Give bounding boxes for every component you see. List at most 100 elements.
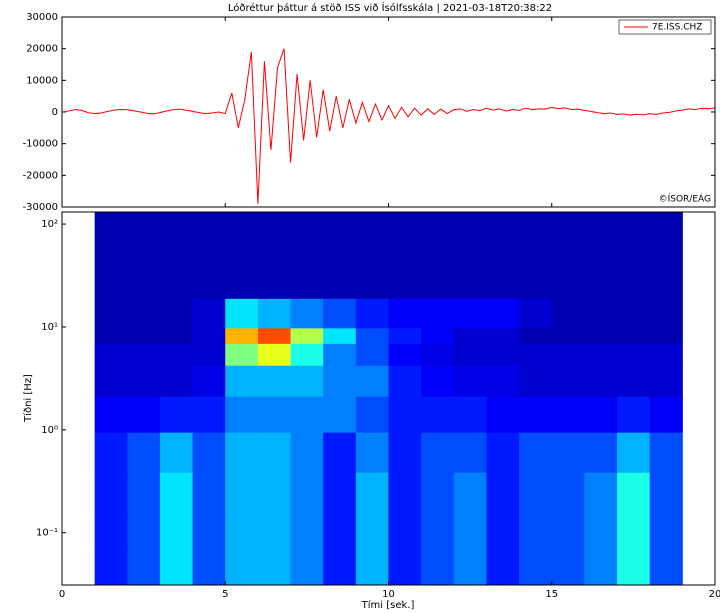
x-tick-label: 15 [545,589,558,600]
heatmap-cell [551,298,585,329]
heatmap-cell [649,327,683,344]
heatmap-cell [519,298,553,329]
heatmap-cell [94,472,128,513]
heatmap-cell [355,472,389,513]
heatmap-cell [617,512,651,549]
y-tick-label: 10² [41,219,58,230]
heatmap-cell [617,212,651,257]
heatmap-cell [94,298,128,329]
heatmap-cell [159,396,194,433]
heatmap-cell [159,512,194,549]
y-tick-label: 10000 [26,75,58,86]
heatmap-cell [127,255,161,299]
heatmap-cell [649,432,683,473]
heatmap-cell [192,548,226,585]
heatmap-cell [355,365,389,397]
heatmap-cell [486,472,520,513]
heatmap-cell [355,512,389,549]
heatmap-cell [453,396,487,433]
heatmap-cell [453,255,487,299]
heatmap-cell [355,255,389,299]
heatmap-cell [127,212,161,257]
heatmap-cell [617,365,651,397]
heatmap-cell [519,512,553,549]
heatmap-cell [94,343,128,366]
heatmap-cell [257,343,292,366]
heatmap-cell [649,365,683,397]
x-tick-label: 10 [382,589,395,600]
y-tick-label: -10000 [23,139,58,150]
heatmap-cell [453,432,487,473]
heatmap-cell [225,298,259,329]
heatmap-cell [94,548,128,585]
heatmap-cell [519,432,553,473]
heatmap-cell [257,432,292,473]
heatmap-cell [584,472,618,513]
heatmap-cell [486,365,520,397]
heatmap-cell [486,512,520,549]
heatmap-cell [486,212,520,257]
heatmap-cell [617,298,651,329]
heatmap-cell [388,343,422,366]
heatmap-cell [159,212,194,257]
heatmap-cell [225,396,259,433]
heatmap-cell [192,343,226,366]
heatmap-cell [225,548,259,585]
heatmap-cell [421,548,455,585]
heatmap-cell [584,212,618,257]
heatmap-cell [290,255,324,299]
heatmap-cell [453,512,487,549]
heatmap-cell [421,396,455,433]
heatmap-cell [290,343,324,366]
heatmap-cell [453,548,487,585]
heatmap-cell [290,432,324,473]
heatmap-cell [584,365,618,397]
heatmap-cell [551,472,585,513]
axes-frame [61,16,716,208]
heatmap-cell [617,432,651,473]
heatmap-cell [486,548,520,585]
heatmap-cell [94,396,128,433]
y-tick-label: -30000 [23,202,58,213]
heatmap-cell [127,432,161,473]
annotation: ©ÍSOR/EÁG [659,193,711,205]
heatmap-cell [94,512,128,549]
heatmap-cell [486,396,520,433]
heatmap-cell [584,548,618,585]
heatmap-cell [355,396,389,433]
heatmap-cell [127,365,161,397]
heatmap-cell [323,365,357,397]
heatmap-cell [225,343,259,366]
heatmap-cell [192,212,226,257]
heatmap-cell [421,327,455,344]
heatmap-cell [551,396,585,433]
heatmap-cell [192,255,226,299]
heatmap-cell [225,327,259,344]
heatmap-cell [257,298,292,329]
heatmap-cell [192,396,226,433]
heatmap-cell [323,432,357,473]
heatmap-cell [159,472,194,513]
heatmap-cell [127,396,161,433]
heatmap-cell [453,212,487,257]
heatmap-cell [649,343,683,366]
y-tick-label: 10⁰ [41,425,58,436]
heatmap-cell [617,472,651,513]
heatmap-cell [584,255,618,299]
heatmap-cell [323,327,357,344]
heatmap-cell [617,327,651,344]
heatmap-cell [388,365,422,397]
heatmap-cell [421,255,455,299]
heatmap-cell [94,365,128,397]
heatmap-cell [649,512,683,549]
heatmap-cell [355,327,389,344]
heatmap-cell [323,343,357,366]
heatmap-cell [584,396,618,433]
legend-box [618,19,712,35]
heatmap-cell [355,298,389,329]
heatmap-cell [519,343,553,366]
heatmap-cell [257,255,292,299]
legend-label: 7E.ISS.CHZ [652,23,702,33]
heatmap-cell [388,548,422,585]
heatmap-cell [127,472,161,513]
